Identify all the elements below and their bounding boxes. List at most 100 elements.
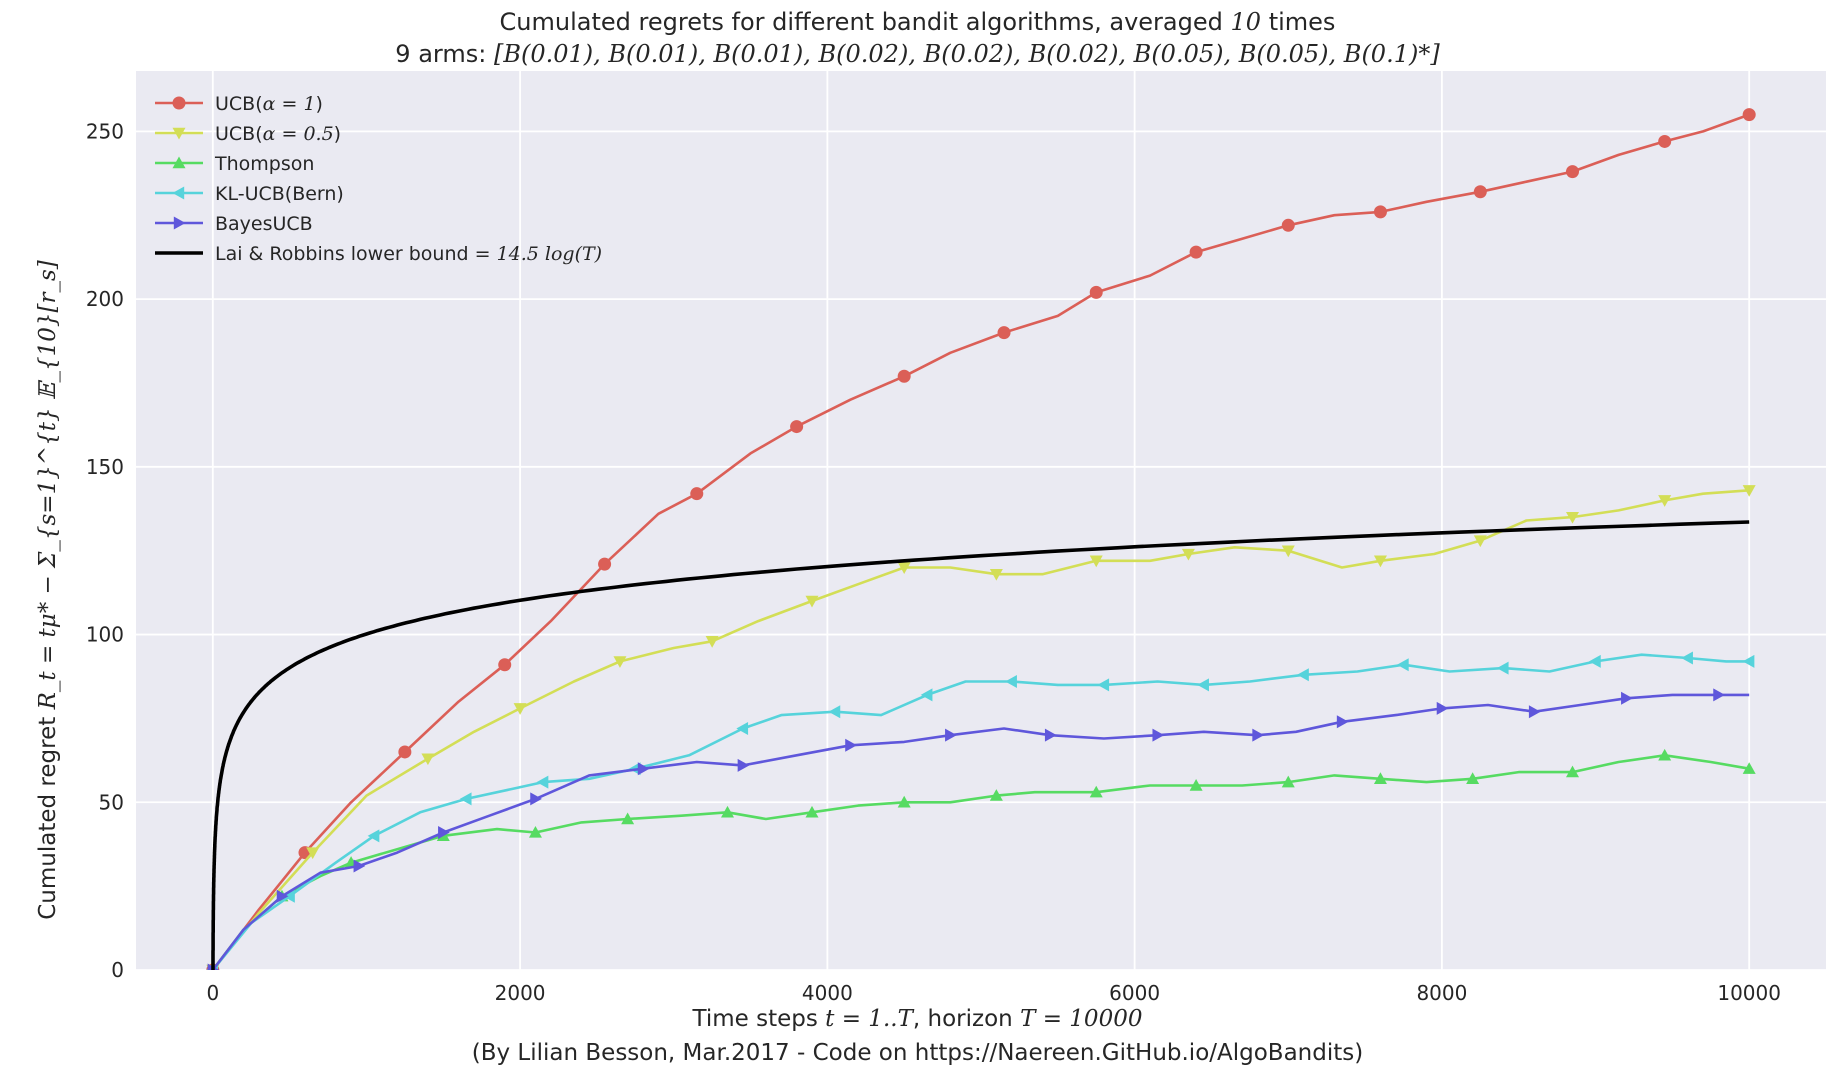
legend-marker: [172, 127, 186, 140]
y-tick-label: 0: [111, 958, 124, 982]
data-point-ucb-1: [897, 369, 911, 383]
data-point-thompson: [897, 795, 911, 808]
chart-subtitle: 9 arms: [B(0.01), B(0.01), B(0.01), B(0.…: [395, 40, 1440, 68]
data-point-ucb-1: [398, 745, 412, 759]
series-line-kl-ucb-bern: [211, 653, 1750, 970]
data-point-kl-ucb-bern: [367, 829, 380, 843]
data-point-ucb-0-5: [613, 656, 627, 668]
data-point-thompson: [1566, 765, 1579, 778]
data-point-bayesucb: [1621, 691, 1633, 705]
data-point-kl-ucb-bern: [920, 688, 933, 702]
y-tick-label: 250: [86, 119, 124, 143]
data-point-ucb-1: [1566, 165, 1579, 179]
data-point-thompson: [1742, 762, 1756, 774]
x-tick-label: 4000: [802, 981, 853, 1005]
data-point-kl-ucb-bern: [1297, 668, 1309, 682]
data-point-ucb-0-5: [1373, 555, 1387, 568]
data-point-thompson: [721, 805, 734, 818]
y-tick-label: 50: [99, 790, 124, 814]
y-tick-label: 200: [86, 287, 124, 311]
data-point-ucb-1: [1742, 108, 1756, 122]
data-point-ucb-0-5: [1181, 548, 1195, 561]
data-point-bayesucb: [945, 728, 957, 742]
data-point-bayesucb: [737, 758, 750, 772]
data-point-bayesucb: [845, 738, 857, 752]
data-point-kl-ucb-bern: [1742, 654, 1755, 668]
legend-marker: [172, 186, 185, 200]
x-tick-label: 6000: [1109, 981, 1160, 1005]
data-point-ucb-0-5: [805, 595, 819, 608]
data-point-bayesucb: [353, 859, 366, 873]
legend-label: KL-UCB(Bern): [215, 183, 344, 205]
data-point-kl-ucb-bern: [1097, 678, 1110, 692]
data-point-bayesucb: [1713, 688, 1725, 702]
data-point-thompson: [1373, 772, 1387, 784]
data-point-bayesucb: [438, 825, 450, 839]
data-point-ucb-1: [690, 487, 704, 501]
data-point-ucb-1: [1658, 134, 1672, 148]
series-group: [206, 108, 1756, 970]
data-point-ucb-0-5: [1281, 545, 1295, 558]
series-line-lai-robbins-lower-bound-14-5-log-t: [211, 520, 1750, 970]
data-point-thompson: [1089, 785, 1103, 798]
data-point-bayesucb: [1336, 715, 1349, 729]
data-point-kl-ucb-bern: [828, 705, 841, 719]
data-point-ucb-1: [498, 658, 512, 672]
data-point-ucb-0-5: [513, 703, 527, 715]
data-point-kl-ucb-bern: [1681, 651, 1693, 665]
data-point-bayesucb: [1528, 705, 1541, 719]
legend-marker: [173, 216, 186, 230]
data-point-bayesucb: [1152, 728, 1165, 742]
series-line-bayesucb: [211, 693, 1750, 970]
x-tick-label: 10000: [1717, 981, 1781, 1005]
y-tick-label: 150: [86, 455, 124, 479]
legend-marker: [172, 96, 186, 110]
chart-title: Cumulated regrets for different bandit a…: [499, 8, 1336, 36]
data-point-thompson: [621, 812, 635, 825]
y-axis-label: Cumulated regret R_t = tμ* − Σ_{s=1}^{t}…: [35, 260, 61, 920]
data-point-thompson: [805, 805, 819, 818]
data-point-kl-ucb-bern: [736, 721, 749, 735]
data-point-kl-ucb-bern: [1397, 658, 1409, 672]
legend-label: UCB(α = 0.5): [215, 123, 341, 145]
data-point-thompson: [1466, 772, 1480, 784]
data-point-ucb-1: [1089, 285, 1103, 299]
plot-area: [136, 71, 1826, 970]
data-point-ucb-0-5: [897, 562, 911, 574]
x-tick-label: 8000: [1416, 981, 1467, 1005]
data-point-ucb-1: [1281, 218, 1295, 232]
y-tick-label: 100: [86, 623, 124, 647]
data-point-ucb-0-5: [1658, 495, 1672, 507]
legend-label: Thompson: [214, 153, 314, 175]
data-point-ucb-0-5: [705, 636, 719, 648]
x-axis-label: Time steps t = 1..T, horizon T = 10000: [692, 1006, 1143, 1032]
legend-label: UCB(α = 1): [215, 93, 323, 115]
data-point-ucb-0-5: [306, 847, 320, 860]
data-point-kl-ucb-bern: [459, 792, 472, 806]
data-point-ucb-0-5: [421, 753, 435, 766]
x-tick-label: 2000: [495, 981, 546, 1005]
data-point-ucb-1: [1373, 205, 1387, 219]
data-point-ucb-1: [1189, 245, 1203, 259]
data-point-thompson: [989, 789, 1003, 801]
data-point-thompson: [1658, 748, 1672, 761]
data-point-kl-ucb-bern: [1197, 678, 1209, 692]
legend-label: Lai & Robbins lower bound = 14.5 log(T): [215, 243, 602, 265]
data-point-bayesucb: [1252, 728, 1265, 742]
data-point-ucb-0-5: [1566, 511, 1579, 524]
data-point-bayesucb: [1436, 701, 1449, 715]
data-point-ucb-0-5: [1089, 555, 1103, 568]
data-point-bayesucb: [530, 792, 542, 806]
data-point-ucb-0-5: [989, 568, 1003, 581]
legend-label: BayesUCB: [215, 213, 313, 235]
x-tick-label: 0: [206, 981, 219, 1005]
data-point-kl-ucb-bern: [1589, 654, 1601, 668]
data-point-thompson: [1189, 779, 1203, 791]
data-point-ucb-1: [1473, 185, 1487, 199]
data-point-thompson: [528, 825, 542, 838]
data-point-thompson: [1281, 775, 1295, 788]
data-point-kl-ucb-bern: [283, 889, 295, 903]
data-point-ucb-1: [790, 420, 804, 434]
legend-marker: [172, 156, 186, 169]
